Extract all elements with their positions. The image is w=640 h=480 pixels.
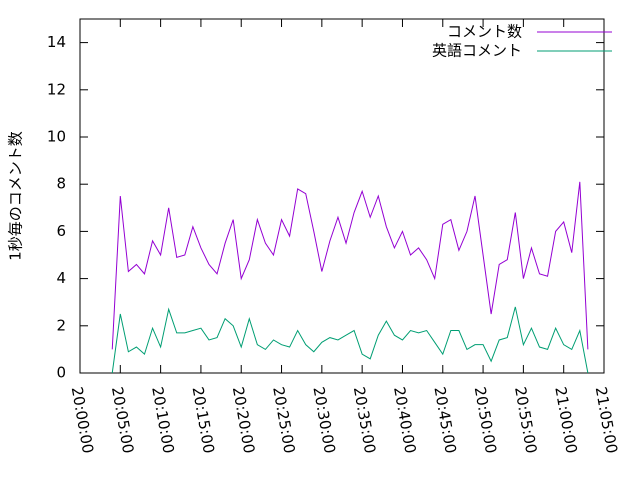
x-tick-label: 20:55:00 bbox=[511, 385, 540, 454]
y-tick-label: 0 bbox=[56, 364, 66, 382]
x-tick-label: 20:30:00 bbox=[309, 385, 338, 454]
legend-label: 英語コメント bbox=[432, 42, 522, 60]
y-tick-label: 8 bbox=[56, 175, 66, 193]
legend-label: コメント数 bbox=[447, 23, 522, 41]
y-axis-label: 1秒毎のコメント数 bbox=[7, 131, 25, 261]
x-tick-label: 20:20:00 bbox=[229, 385, 258, 454]
y-tick-label: 6 bbox=[56, 222, 66, 240]
y-tick-label: 2 bbox=[56, 316, 66, 334]
plot-border bbox=[79, 18, 605, 374]
x-tick-label: 20:35:00 bbox=[350, 385, 379, 454]
series-line bbox=[111, 181, 589, 350]
x-tick-label: 20:50:00 bbox=[471, 385, 500, 454]
x-tick-label: 21:00:00 bbox=[551, 385, 580, 454]
x-tick-label: 20:25:00 bbox=[269, 385, 298, 454]
x-tick-label: 21:05:00 bbox=[592, 385, 621, 454]
series-line bbox=[111, 306, 589, 374]
x-tick-label: 20:10:00 bbox=[148, 385, 177, 454]
x-tick-label: 20:40:00 bbox=[390, 385, 419, 454]
x-tick-label: 20:05:00 bbox=[108, 385, 137, 454]
x-tick-label: 20:15:00 bbox=[189, 385, 218, 454]
x-tick-label: 20:00:00 bbox=[68, 385, 97, 454]
y-tick-label: 10 bbox=[47, 128, 66, 146]
y-tick-label: 12 bbox=[47, 80, 66, 98]
x-tick-label: 20:45:00 bbox=[430, 385, 459, 454]
y-tick-label: 14 bbox=[47, 33, 66, 51]
y-tick-label: 4 bbox=[56, 269, 66, 287]
